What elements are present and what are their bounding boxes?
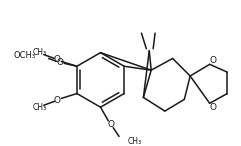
Text: O: O [108, 120, 115, 129]
Text: OCH₃: OCH₃ [14, 51, 36, 60]
Text: O: O [209, 103, 216, 112]
Text: O: O [57, 58, 64, 67]
Text: O: O [54, 55, 61, 64]
Text: O: O [209, 56, 216, 65]
Text: CH₃: CH₃ [128, 137, 142, 146]
Text: CH₃: CH₃ [33, 48, 47, 57]
Text: O: O [54, 96, 61, 105]
Text: CH₃: CH₃ [33, 103, 47, 112]
